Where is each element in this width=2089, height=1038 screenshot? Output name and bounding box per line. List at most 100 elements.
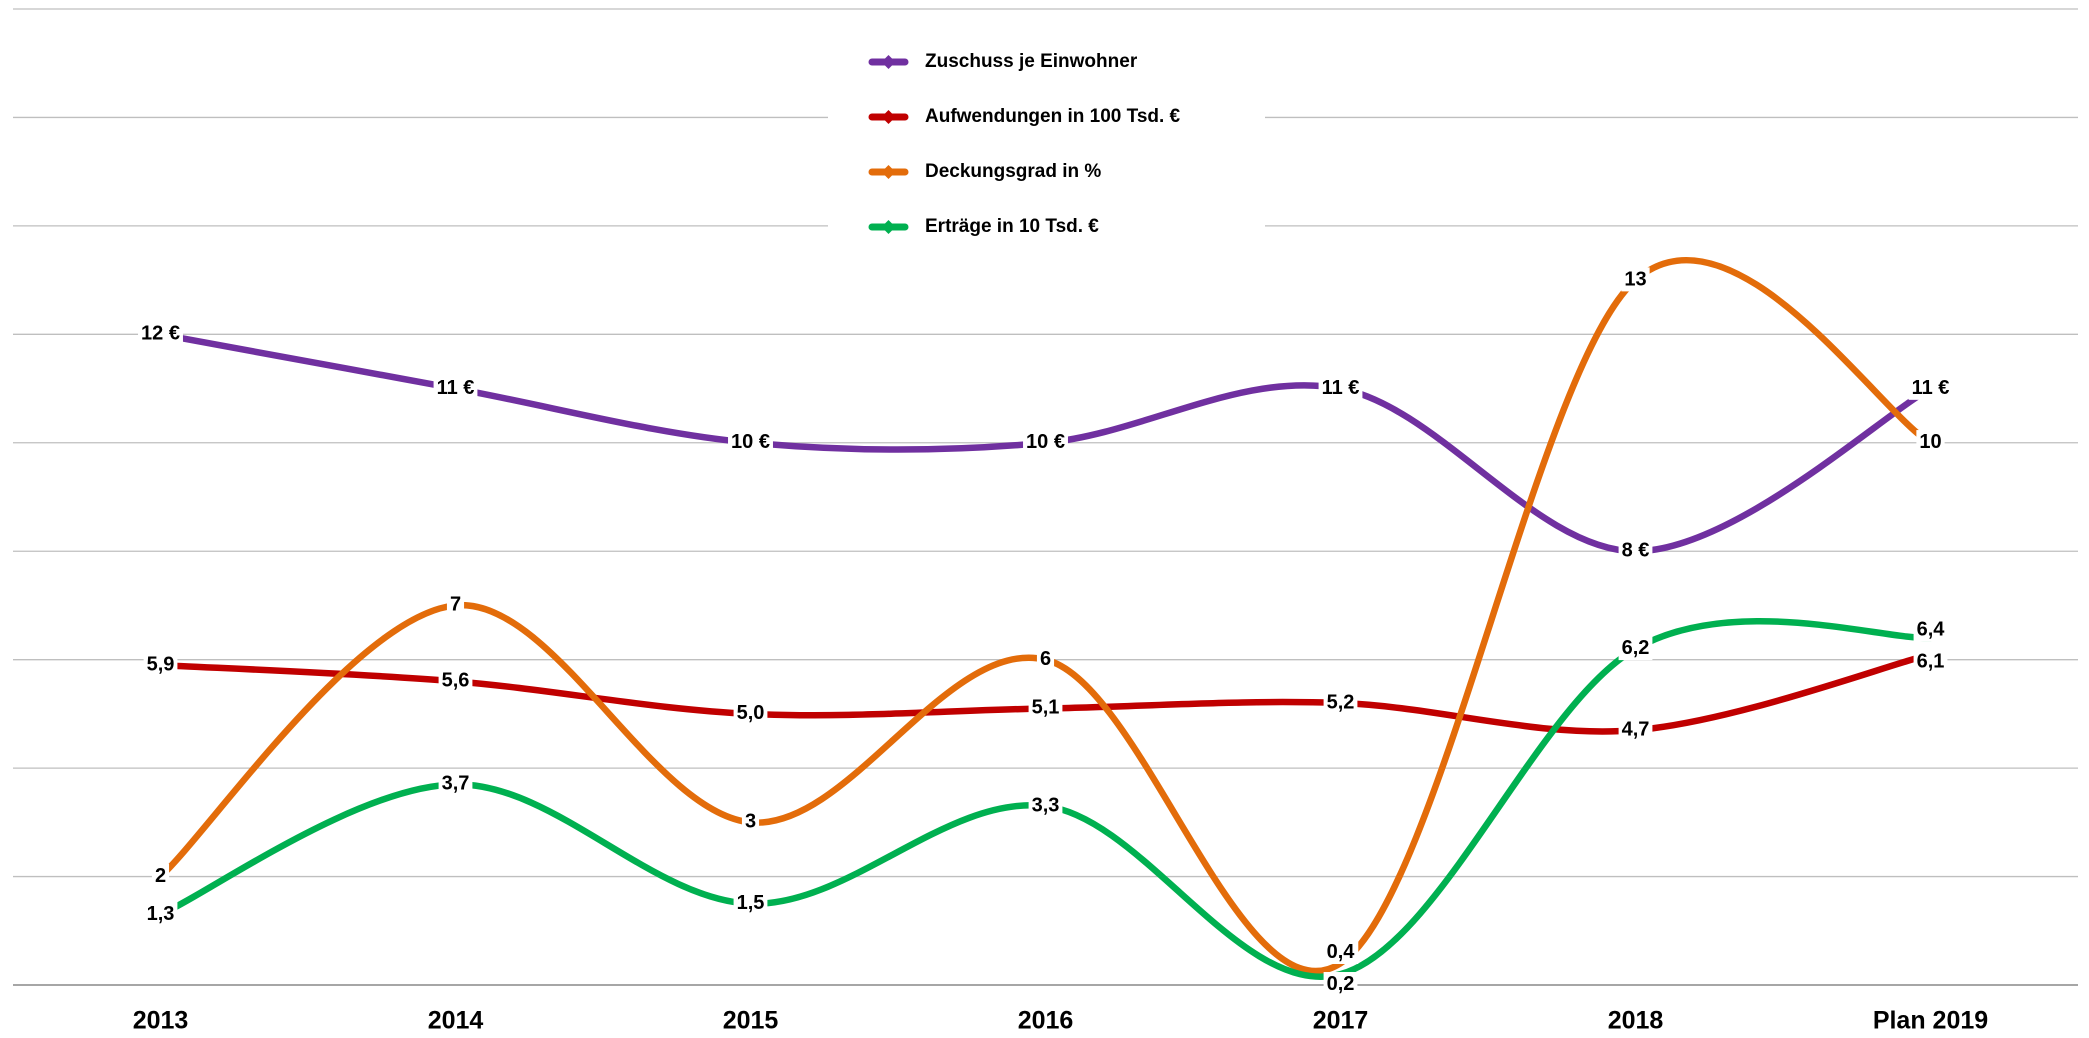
data-label-background [433, 375, 478, 400]
x-tick-label: 2016 [1018, 1007, 1074, 1035]
data-label: 11 € [1322, 377, 1360, 399]
data-label: 5,1 [1032, 697, 1060, 719]
data-label: 6,4 [1917, 618, 1946, 640]
legend-label: Erträge in 10 Tsd. € [925, 216, 1099, 237]
data-label-background [1618, 538, 1653, 563]
data-label-background [1916, 430, 1945, 455]
data-label-group: 3 [741, 809, 760, 834]
data-label-background [143, 652, 178, 677]
data-label: 2 [155, 865, 166, 887]
data-label-group: 4,7 [1618, 717, 1653, 742]
data-label-background [438, 668, 473, 693]
data-label: 6 [1040, 648, 1051, 670]
series-line [157, 257, 1934, 975]
data-label-background [733, 890, 768, 915]
data-label-group: 10 € [1023, 430, 1068, 455]
data-label: 3,7 [442, 773, 470, 795]
data-label-group: 5,0 [733, 701, 768, 726]
data-label-group: 8 € [1618, 538, 1653, 563]
legend-marker [881, 55, 896, 69]
x-tick-label: Plan 2019 [1873, 1007, 1988, 1035]
data-label: 10 € [1026, 431, 1065, 453]
data-label-group: 10 [1916, 430, 1945, 455]
data-label-group: 3,7 [438, 771, 473, 796]
data-label: 6,1 [1917, 650, 1945, 672]
data-label: 5,6 [442, 670, 470, 692]
data-label-background [1028, 695, 1063, 720]
x-tick-label: 2015 [723, 1007, 779, 1035]
data-label: 0,2 [1327, 973, 1355, 995]
data-label-group: 6,1 [1913, 649, 1948, 674]
data-label-group: 12 € [138, 321, 183, 346]
data-label: 10 € [731, 431, 770, 453]
data-label-group: 0,4 [1323, 940, 1359, 965]
data-label: 8 € [1622, 540, 1650, 562]
data-label: 5,0 [737, 702, 765, 724]
legend-marker [881, 165, 896, 179]
data-label: 4,7 [1622, 718, 1650, 740]
data-label-background [138, 321, 183, 346]
data-label-group: 1,5 [733, 890, 768, 915]
data-label: 1,3 [147, 903, 175, 925]
data-label-background [1323, 972, 1358, 997]
data-label: 11 € [1912, 377, 1950, 399]
data-label-background [1323, 690, 1358, 715]
data-label: 3,3 [1032, 794, 1060, 816]
data-label-background [438, 771, 473, 796]
legend-marker [881, 220, 896, 234]
data-label: 5,2 [1327, 691, 1355, 713]
data-label-group: 5,9 [143, 652, 178, 677]
data-label-background [1318, 375, 1363, 400]
data-label-group: 6,2 [1618, 636, 1653, 661]
data-label-background [1036, 646, 1055, 671]
x-tick-label: 2013 [133, 1007, 189, 1035]
data-label-background [143, 901, 178, 926]
data-label-background [1913, 649, 1948, 674]
data-label-group: 5,1 [1028, 695, 1063, 720]
data-label-background [741, 809, 760, 834]
data-label-background [1621, 267, 1650, 292]
legend-label: Zuschuss je Einwohner [925, 51, 1138, 72]
data-label-group: 11 € [1908, 375, 1953, 400]
x-tick-label: 2018 [1608, 1007, 1664, 1035]
data-label: 1,5 [737, 892, 765, 914]
data-label-group: 13 [1621, 267, 1650, 292]
data-label-background [728, 430, 773, 455]
data-label: 0,4 [1327, 941, 1356, 963]
data-label-background [1323, 940, 1359, 965]
legend-marker [881, 110, 896, 124]
data-label-group: 7 [446, 592, 465, 617]
data-label-group: 2 [151, 863, 170, 888]
data-label-group: 11 € [433, 375, 478, 400]
data-label-background [1913, 617, 1949, 642]
data-label-background [1028, 793, 1063, 818]
data-label-background [1618, 636, 1653, 661]
data-label-group: 6 [1036, 646, 1055, 671]
data-label-group: 1,3 [143, 901, 178, 926]
data-label: 10 [1919, 431, 1941, 453]
x-tick-label: 2017 [1313, 1007, 1369, 1035]
data-label: 11 € [437, 377, 475, 399]
data-label-group: 5,6 [438, 668, 473, 693]
data-label-group: 3,3 [1028, 793, 1063, 818]
data-label-group: 6,4 [1913, 617, 1949, 642]
data-label-background [151, 863, 170, 888]
data-label-background [733, 701, 768, 726]
data-label-group: 0,2 [1323, 972, 1358, 997]
data-label: 3 [745, 811, 756, 833]
data-label-background [446, 592, 465, 617]
data-label: 5,9 [147, 653, 175, 675]
data-label: 13 [1624, 268, 1646, 290]
data-label-group: 5,2 [1323, 690, 1358, 715]
data-label-background [1023, 430, 1068, 455]
data-label-group: 10 € [728, 430, 773, 455]
data-label: 7 [450, 594, 461, 616]
data-label-background [1908, 375, 1953, 400]
legend-label: Deckungsgrad in % [925, 161, 1101, 182]
data-label-group: 11 € [1318, 375, 1363, 400]
data-label: 12 € [141, 323, 180, 345]
x-tick-label: 2014 [428, 1007, 484, 1035]
legend-label: Aufwendungen in 100 Tsd. € [925, 106, 1181, 127]
data-label-background [1618, 717, 1653, 742]
